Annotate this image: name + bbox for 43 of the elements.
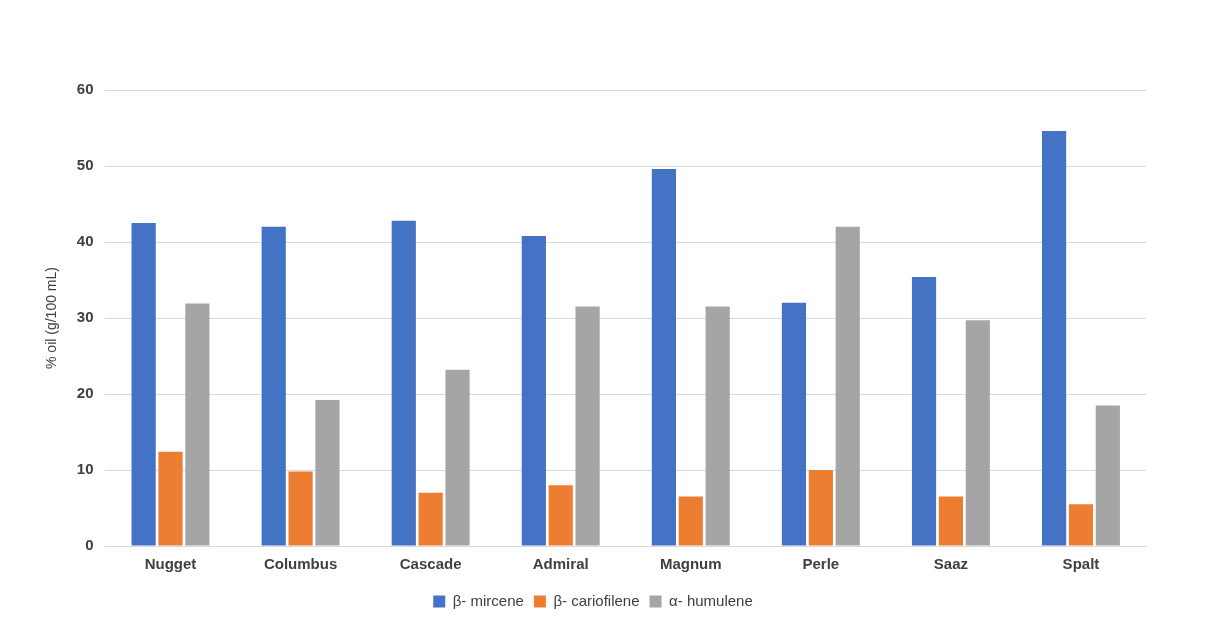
bar bbox=[575, 306, 600, 546]
legend-label: α- humulene bbox=[669, 591, 753, 609]
bar bbox=[911, 276, 937, 546]
legend-label: β- mircene bbox=[452, 591, 524, 609]
bar bbox=[445, 369, 470, 546]
y-tick-label: 60 bbox=[76, 80, 94, 98]
bar bbox=[1095, 405, 1120, 546]
bar bbox=[965, 320, 990, 546]
x-tick-label: Columbus bbox=[263, 555, 338, 573]
bar bbox=[391, 220, 416, 546]
bar bbox=[521, 235, 546, 546]
bar bbox=[288, 471, 313, 546]
y-tick-label: 0 bbox=[85, 536, 94, 554]
bar bbox=[651, 169, 676, 546]
y-tick-label: 20 bbox=[76, 384, 94, 402]
bar bbox=[158, 451, 183, 546]
bar bbox=[705, 306, 730, 546]
x-tick-label: Saaz bbox=[933, 555, 968, 573]
bar bbox=[781, 302, 807, 546]
x-tick-label: Nugget bbox=[144, 555, 197, 573]
bar bbox=[678, 496, 703, 546]
x-tick-label: Spalt bbox=[1062, 555, 1100, 573]
x-tick-label: Perle bbox=[802, 555, 840, 573]
bar bbox=[808, 470, 833, 546]
y-tick-label: 40 bbox=[76, 232, 94, 250]
x-tick-label: Admiral bbox=[532, 555, 589, 573]
bar bbox=[938, 496, 963, 546]
x-tick-label: Magnum bbox=[659, 555, 722, 573]
bar bbox=[315, 400, 340, 546]
bar bbox=[185, 303, 210, 546]
bar bbox=[1041, 131, 1067, 546]
y-tick-label: 50 bbox=[76, 156, 94, 174]
y-tick-label: 10 bbox=[76, 460, 94, 478]
bar bbox=[548, 485, 573, 546]
y-tick-label: 30 bbox=[76, 308, 94, 326]
bar bbox=[835, 226, 860, 546]
legend-label: β- cariofilene bbox=[553, 591, 640, 609]
bar bbox=[131, 223, 156, 546]
bar bbox=[1068, 504, 1094, 546]
x-tick-label: Cascade bbox=[399, 555, 462, 573]
bar bbox=[418, 492, 443, 546]
y-axis-title: % oil (g/100 mL) bbox=[43, 267, 60, 369]
bar bbox=[261, 226, 286, 546]
